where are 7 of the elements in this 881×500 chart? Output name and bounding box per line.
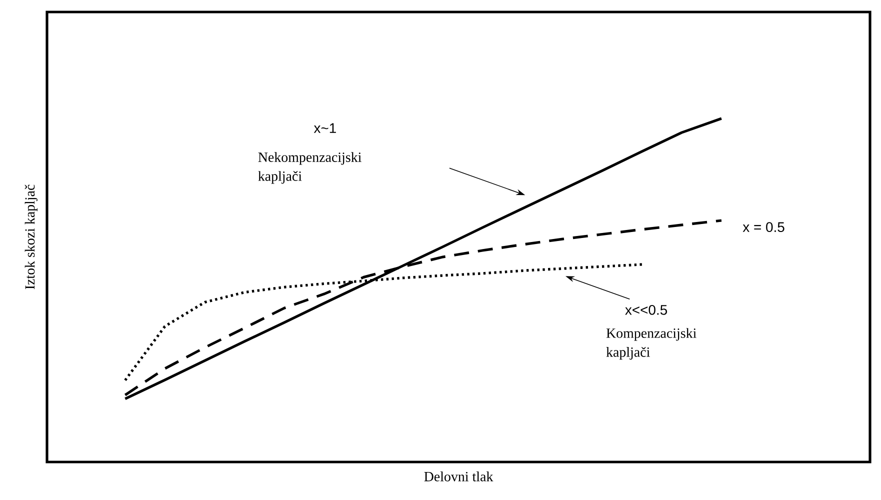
x-axis-title: Delovni tlak <box>424 472 494 482</box>
annotation: Kompenzacijski kapljači <box>606 328 696 360</box>
annotation: x~1 <box>314 123 336 133</box>
annotation: x<<0.5 <box>625 304 668 315</box>
text: x = 0.5 <box>742 222 784 232</box>
annotation: Nekompenzacijski kapljači <box>258 152 362 184</box>
y-axis-title: Iztok skozi kapljač <box>24 184 38 290</box>
